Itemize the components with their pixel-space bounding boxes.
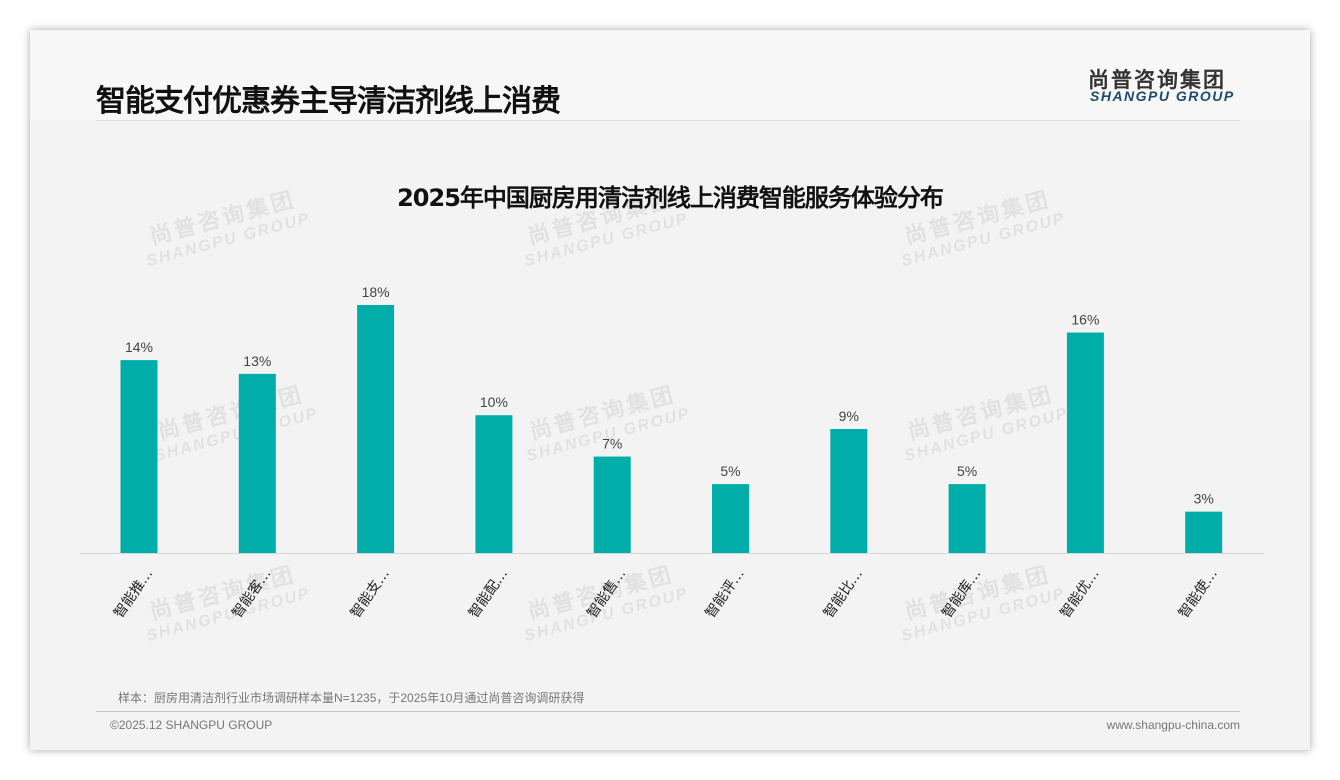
page-title: 智能支付优惠券主导清洁剂线上消费 <box>96 84 561 119</box>
category-label: 智能评… <box>703 566 748 621</box>
category-label: 智能支… <box>348 566 393 621</box>
bar-chart: 14% 智能推… 13% 智能客… 18% 智能支… 10% 智能配… 7% 智能售… 5% 智能评…… <box>80 284 1264 622</box>
data-label: 14% <box>125 339 153 355</box>
category-label: 智能使… <box>1175 566 1221 622</box>
bar <box>593 456 631 553</box>
data-label: 3% <box>1194 491 1214 507</box>
bar <box>1066 332 1104 553</box>
category-label: 智能售… <box>584 566 629 621</box>
bar <box>1185 511 1223 553</box>
bar <box>830 429 868 553</box>
logo-cn: 尚普咨询集团 <box>1088 68 1226 92</box>
data-label: 9% <box>839 408 859 424</box>
logo-en: SHANGPU GROUP <box>1090 88 1235 104</box>
website-url: www.shangpu-china.com <box>1106 718 1240 732</box>
copyright: ©2025.12 SHANGPU GROUP <box>110 718 273 732</box>
data-label: 7% <box>602 436 622 452</box>
data-label: 16% <box>1071 312 1099 328</box>
bar <box>357 305 395 553</box>
category-label: 智能客… <box>229 566 275 622</box>
category-label: 智能库… <box>939 566 984 621</box>
slide: 智能支付优惠券主导清洁剂线上消费 尚普咨询集团 SHANGPU GROUP 尚普… <box>30 30 1310 750</box>
data-label: 18% <box>362 284 390 300</box>
category-label: 智能配… <box>466 566 511 621</box>
category-label: 智能优… <box>1057 566 1102 621</box>
category-label: 智能比… <box>821 566 866 621</box>
bar <box>475 415 513 553</box>
header <box>30 30 1310 120</box>
data-label: 10% <box>480 394 508 410</box>
footer-divider <box>96 711 1240 712</box>
data-label: 5% <box>720 463 740 479</box>
bar <box>120 360 158 553</box>
chart-title: 2025年中国厨房用清洁剂线上消费智能服务体验分布 <box>397 184 944 212</box>
data-label: 13% <box>243 353 271 369</box>
header-divider <box>96 120 1240 121</box>
data-label: 5% <box>957 463 977 479</box>
bar <box>948 484 986 553</box>
bar <box>712 484 749 553</box>
category-label: 智能推… <box>111 566 156 621</box>
bar <box>238 373 276 553</box>
sample-note: 样本：厨房用清洁剂行业市场调研样本量N=1235，于2025年10月通过尚普咨询… <box>118 691 585 705</box>
